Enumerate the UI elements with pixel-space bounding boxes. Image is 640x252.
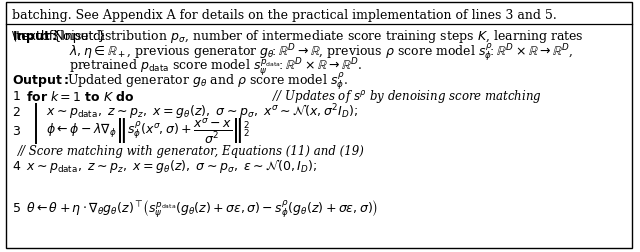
Text: $x \sim p_{\mathrm{data}},\ z \sim p_z,\ x = g_\theta(z),\ \sigma \sim p_\sigma,: $x \sim p_{\mathrm{data}},\ z \sim p_z,\…	[46, 102, 358, 122]
FancyBboxPatch shape	[6, 3, 632, 248]
Text: $\lambda, \eta \in \mathbb{R}_+$, previous generator $g_\theta\!\!:\mathbb{R}^D : $\lambda, \eta \in \mathbb{R}_+$, previo…	[69, 41, 573, 62]
Text: pretrained $p_{\mathrm{data}}$ score model $s^{p_{\mathrm{data}}}_{\psi}\!\!:\ma: pretrained $p_{\mathrm{data}}$ score mod…	[69, 56, 362, 78]
Text: $x \sim p_{\mathrm{data}},\ z \sim p_z,\ x = g_\theta(z),\ \sigma \sim p_\sigma,: $x \sim p_{\mathrm{data}},\ z \sim p_z,\…	[26, 157, 317, 175]
Text: $3$: $3$	[12, 124, 20, 138]
Text: $\mathbf{Input:}$: $\mathbf{Input:}$	[12, 28, 57, 45]
Text: Updated generator $g_\theta$ and $\rho$ score model $s^{\rho}_{\phi}$.: Updated generator $g_\theta$ and $\rho$ …	[67, 70, 348, 92]
Text: $\mathbf{Output:}$: $\mathbf{Output:}$	[12, 73, 69, 89]
Text: // Updates of $s^{\rho}$ by denoising score matching: // Updates of $s^{\rho}$ by denoising sc…	[272, 88, 542, 105]
Text: $1$: $1$	[12, 90, 20, 103]
Text: $\mathbf{for}\ k = 1\ \mathbf{to}\ K\ \mathbf{do}$: $\mathbf{for}\ k = 1\ \mathbf{to}\ K\ \m…	[26, 89, 134, 103]
Text: $\phi \leftarrow \phi - \lambda \nabla_\phi \left\| s^{\rho}_{\phi}(x^\sigma, \s: $\phi \leftarrow \phi - \lambda \nabla_\…	[46, 117, 250, 145]
Text: $5$: $5$	[12, 201, 20, 214]
Text: \textbf{Input:}: \textbf{Input:}	[12, 30, 105, 43]
Text: $\theta \leftarrow \theta + \eta \cdot \nabla_\theta g_\theta(z)^\top\!\left( s^: $\theta \leftarrow \theta + \eta \cdot \…	[26, 197, 378, 219]
Text: Noise distribution $p_{\sigma}$, number of intermediate score training steps $K$: Noise distribution $p_{\sigma}$, number …	[52, 28, 584, 45]
Text: batching. See Appendix A for details on the practical implementation of lines 3 : batching. See Appendix A for details on …	[12, 9, 556, 22]
Text: $2$: $2$	[12, 106, 20, 119]
Text: // Score matching with generator, Equations (11) and (19): // Score matching with generator, Equati…	[18, 145, 365, 158]
Text: $4$: $4$	[12, 159, 20, 172]
